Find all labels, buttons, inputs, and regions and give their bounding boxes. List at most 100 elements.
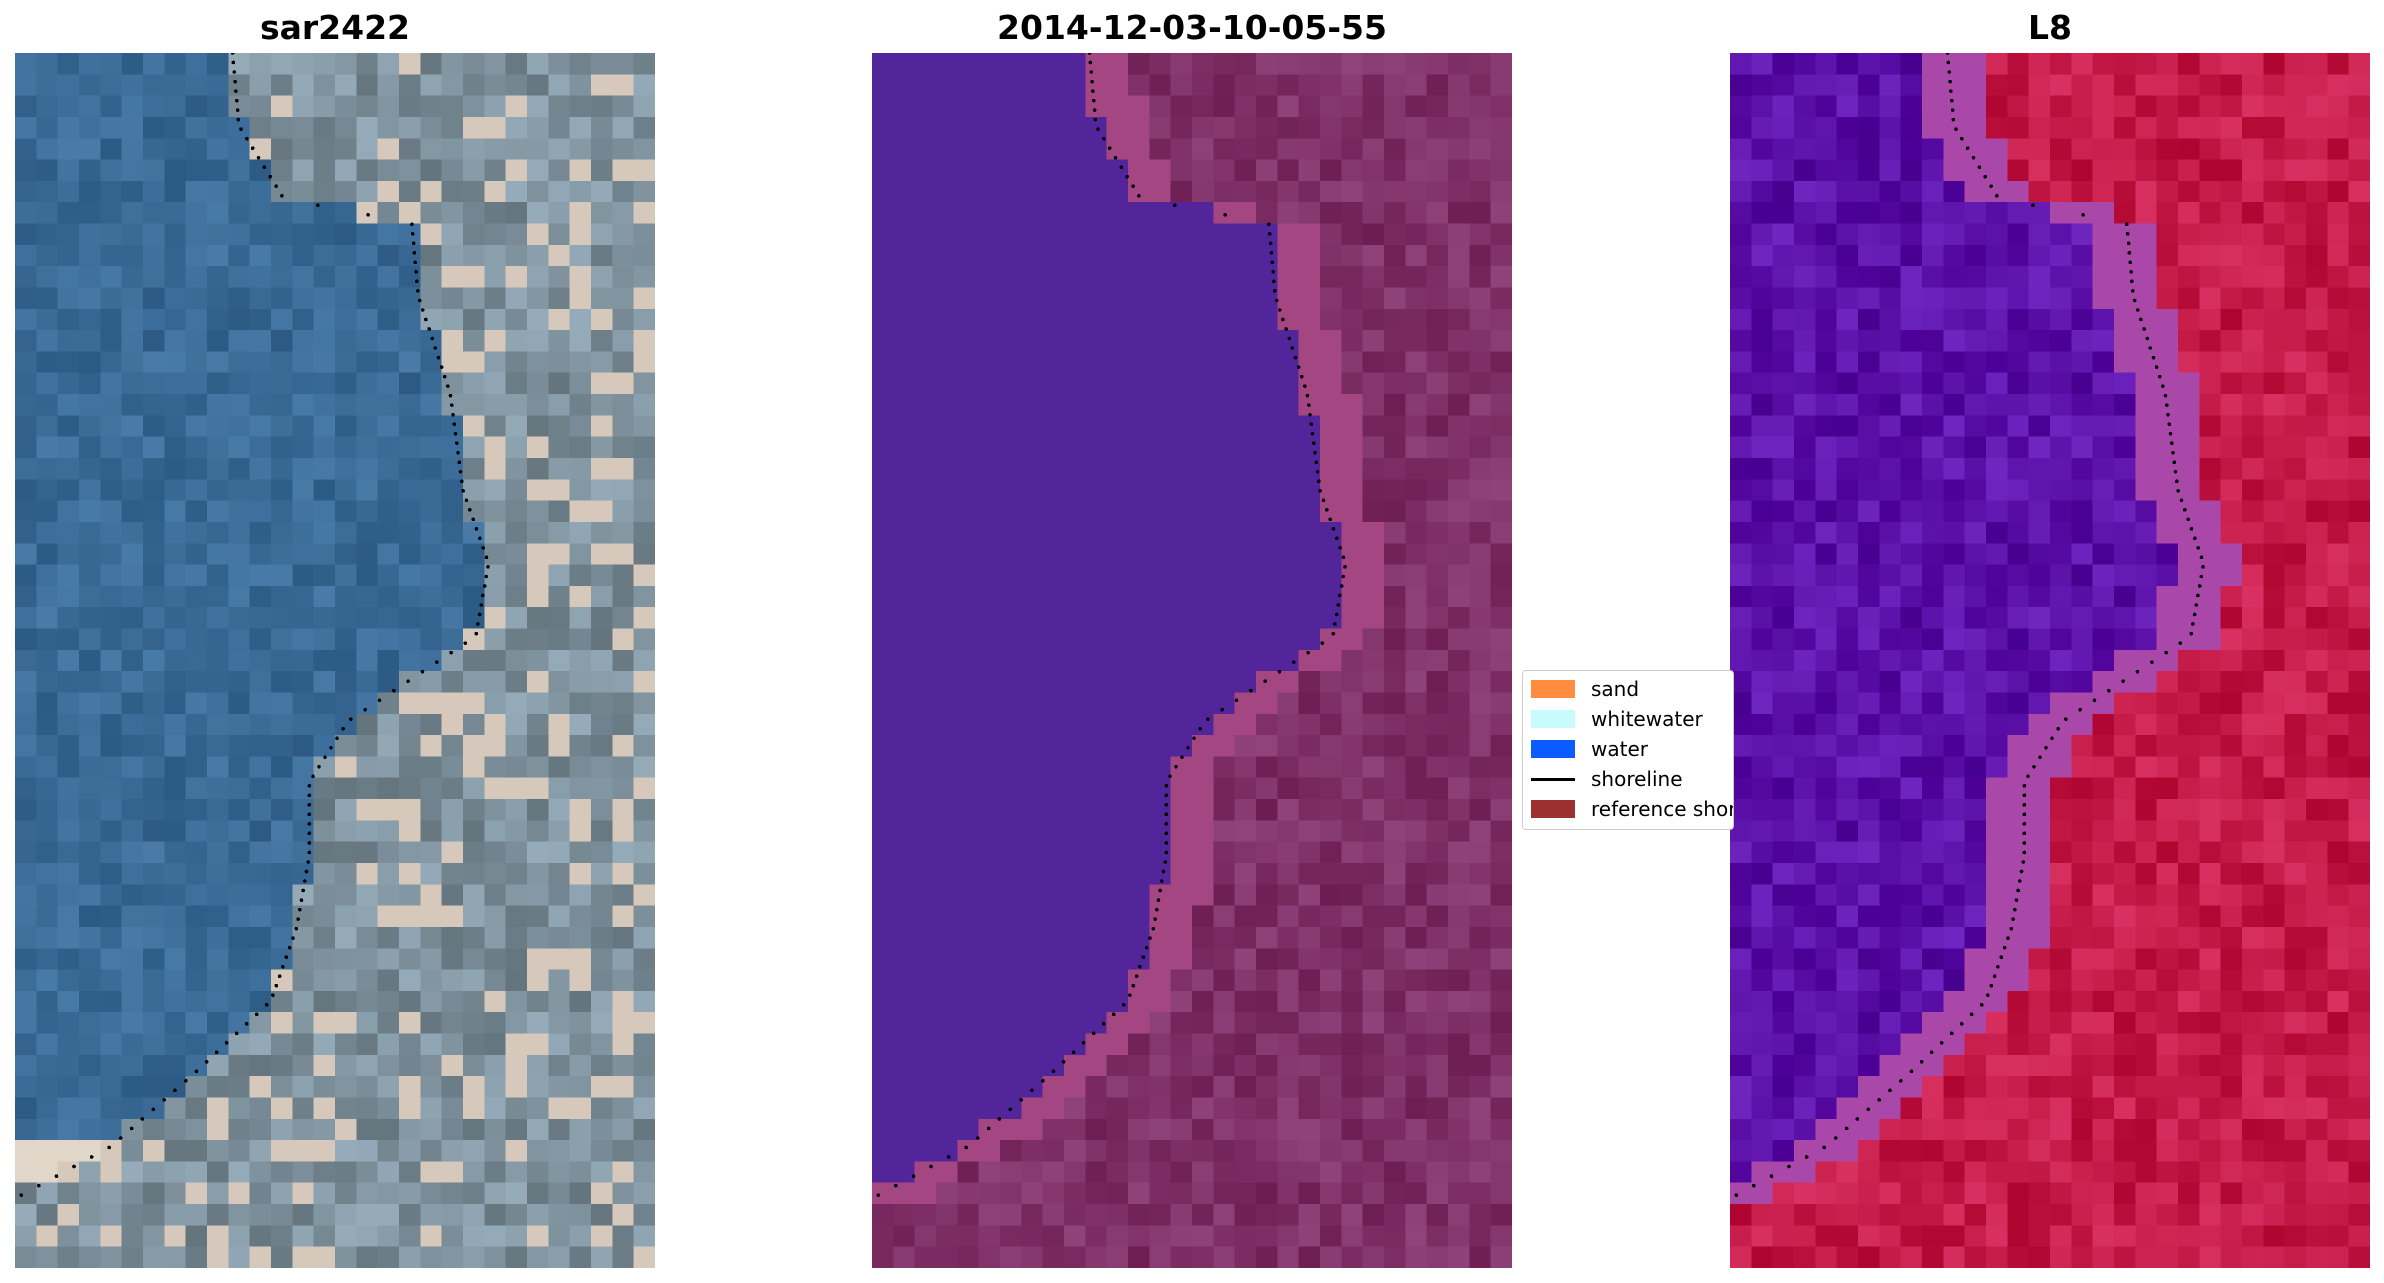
image-pixel [1170, 969, 1193, 992]
image-pixel [2135, 74, 2158, 97]
image-pixel [420, 1118, 443, 1141]
image-pixel [1256, 926, 1278, 949]
image-pixel [463, 180, 485, 203]
image-pixel [591, 458, 613, 480]
image-pixel [292, 1118, 315, 1141]
image-pixel [633, 756, 655, 779]
image-pixel [2156, 585, 2179, 608]
image-pixel [1128, 372, 1150, 395]
image-pixel [1234, 500, 1257, 523]
image-pixel [957, 521, 980, 544]
image-pixel [335, 692, 357, 715]
shoreline-dot [1137, 194, 1141, 198]
image-pixel [356, 756, 379, 779]
image-pixel [1469, 926, 1492, 949]
shoreline-dot [268, 174, 272, 179]
image-pixel [356, 202, 379, 225]
image-pixel [2092, 756, 2115, 779]
image-pixel [633, 458, 655, 480]
image-pixel [2284, 863, 2307, 885]
image-pixel [1384, 116, 1406, 139]
image-pixel [2284, 138, 2307, 161]
image-pixel [1730, 500, 1752, 523]
image-pixel [1794, 990, 1816, 1013]
image-pixel [121, 1140, 144, 1163]
image-pixel [1128, 564, 1150, 587]
image-pixel [207, 244, 229, 267]
image-pixel [1858, 394, 1880, 416]
image-pixel [569, 138, 592, 161]
image-pixel [1836, 372, 1859, 395]
image-pixel [1170, 863, 1193, 885]
image-pixel [1772, 585, 1795, 608]
image-pixel [1815, 244, 1838, 267]
image-pixel [1879, 458, 1902, 480]
image-pixel [143, 1182, 165, 1205]
image-pixel [505, 138, 528, 161]
image-pixel [957, 458, 980, 480]
image-pixel [57, 1097, 80, 1120]
image-pixel [1469, 266, 1492, 289]
image-pixel [2071, 159, 2094, 182]
image-pixel [1900, 756, 1923, 779]
image-pixel [505, 479, 528, 502]
image-pixel [1858, 458, 1880, 480]
image-pixel [872, 649, 894, 672]
image-pixel [978, 735, 1001, 758]
image-pixel [15, 479, 37, 502]
image-pixel [271, 969, 293, 992]
image-pixel [1064, 138, 1086, 161]
image-pixel [313, 713, 336, 736]
image-pixel [1021, 990, 1044, 1013]
panel-title-classified: 2014-12-03-10-05-55 [997, 8, 1387, 47]
image-pixel [1879, 585, 1902, 608]
image-pixel [1943, 756, 1966, 779]
image-pixel [15, 777, 37, 800]
image-pixel [484, 1012, 507, 1035]
image-pixel [1384, 607, 1406, 630]
image-pixel [15, 543, 37, 566]
image-pixel [1170, 756, 1193, 779]
image-pixel [2092, 95, 2115, 118]
image-pixel [2135, 692, 2158, 715]
image-pixel [2114, 820, 2136, 843]
image-pixel [2220, 202, 2243, 225]
image-pixel [1405, 1182, 1428, 1205]
image-pixel [1192, 713, 1214, 736]
image-pixel [872, 308, 894, 331]
image-pixel [1341, 74, 1364, 97]
image-pixel [1341, 543, 1364, 566]
image-pixel [1900, 74, 1923, 97]
image-pixel [1448, 458, 1470, 480]
image-pixel [228, 884, 251, 907]
image-pixel [1922, 713, 1944, 736]
shoreline-dot [1303, 384, 1307, 388]
image-pixel [591, 1140, 613, 1163]
image-pixel [356, 53, 379, 75]
image-pixel [2220, 756, 2243, 779]
image-pixel [2135, 308, 2158, 331]
image-pixel [313, 1012, 336, 1035]
image-pixel [2199, 926, 2222, 949]
image-pixel [185, 436, 208, 459]
image-pixel [100, 1076, 123, 1099]
image-pixel [36, 74, 59, 97]
image-pixel [2092, 372, 2115, 395]
image-pixel [1128, 649, 1150, 672]
image-pixel [2114, 330, 2136, 353]
image-pixel [2263, 330, 2286, 353]
image-pixel [2327, 287, 2350, 310]
image-pixel [1879, 884, 1902, 907]
image-pixel [548, 969, 571, 992]
shoreline-dot [307, 841, 312, 845]
image-pixel [313, 436, 336, 459]
image-pixel [1298, 926, 1321, 949]
image-pixel [893, 585, 916, 608]
image-pixel [1234, 372, 1257, 395]
image-pixel [1234, 969, 1257, 992]
image-pixel [2114, 394, 2136, 416]
image-pixel [249, 1225, 272, 1248]
shoreline-dot [1192, 736, 1196, 741]
image-pixel [2199, 543, 2222, 566]
image-pixel [1320, 1140, 1342, 1163]
